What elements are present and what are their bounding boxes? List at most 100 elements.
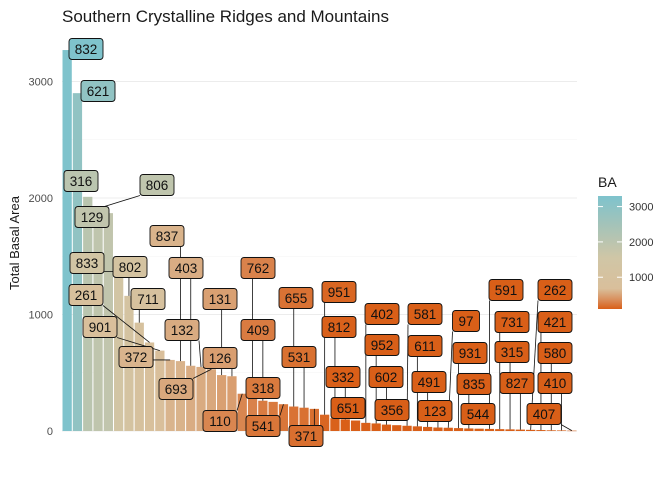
bar-label: 110 bbox=[209, 414, 231, 429]
bar bbox=[237, 393, 247, 431]
bar-label: 602 bbox=[375, 370, 398, 385]
bar-label-box bbox=[240, 319, 276, 341]
bar bbox=[515, 429, 525, 431]
bar-label-box bbox=[374, 399, 410, 421]
bar-label-box bbox=[537, 279, 573, 301]
bar-label-box bbox=[278, 287, 314, 309]
bar-label: 591 bbox=[495, 283, 518, 298]
bar-label: 611 bbox=[414, 339, 436, 354]
bar-label: 901 bbox=[89, 320, 112, 335]
bar bbox=[62, 50, 72, 432]
label-leader-line bbox=[198, 340, 202, 367]
bar-label-box bbox=[494, 341, 530, 363]
bar bbox=[412, 426, 422, 431]
bar bbox=[392, 425, 402, 431]
bar-label-box bbox=[488, 279, 524, 301]
bar bbox=[526, 429, 536, 431]
bar-label-box bbox=[80, 80, 116, 102]
bar-label: 655 bbox=[285, 291, 308, 306]
bar-label-box bbox=[164, 319, 200, 341]
bar bbox=[433, 427, 443, 431]
bar-label: 544 bbox=[467, 407, 490, 422]
bar bbox=[423, 426, 433, 431]
bar-label: 402 bbox=[371, 307, 394, 322]
label-leader-line bbox=[279, 404, 284, 416]
bar bbox=[381, 424, 392, 431]
bar-label: 410 bbox=[544, 376, 567, 391]
bar bbox=[567, 430, 577, 432]
bar bbox=[196, 366, 206, 431]
bar-label: 837 bbox=[156, 229, 179, 244]
bar bbox=[247, 396, 258, 431]
bar-label-box bbox=[494, 311, 530, 333]
bar-label: 581 bbox=[414, 307, 437, 322]
bar bbox=[402, 425, 412, 431]
bar-label: 621 bbox=[87, 84, 110, 99]
bar-label-box bbox=[288, 425, 324, 447]
bar bbox=[350, 420, 361, 431]
bar-label: 693 bbox=[165, 382, 188, 397]
bar-label-box bbox=[407, 303, 443, 325]
legend-colorbar bbox=[598, 196, 622, 309]
bar bbox=[484, 428, 495, 431]
bar-label: 318 bbox=[252, 381, 275, 396]
bar-label-box bbox=[240, 257, 276, 279]
bar-label-box bbox=[74, 206, 110, 228]
bar-label-box bbox=[281, 346, 317, 368]
label-leader-line bbox=[560, 424, 573, 431]
legend-tick-label: 1000 bbox=[629, 272, 653, 284]
bar-label: 806 bbox=[146, 178, 169, 193]
bar-label: 491 bbox=[418, 375, 441, 390]
bar-label: 651 bbox=[337, 401, 360, 416]
bar bbox=[505, 429, 515, 431]
bar-label: 580 bbox=[544, 346, 567, 361]
bar-label-box bbox=[130, 288, 166, 310]
bar-label-box bbox=[537, 311, 573, 333]
bar-label: 332 bbox=[332, 370, 355, 385]
bar bbox=[289, 406, 299, 431]
bar bbox=[227, 376, 237, 431]
bar bbox=[134, 322, 144, 431]
bar-label-box bbox=[202, 347, 238, 369]
bar-label: 421 bbox=[544, 315, 567, 330]
bar-label-box bbox=[149, 225, 185, 247]
bar-label: 832 bbox=[75, 42, 98, 57]
bar-label: 833 bbox=[76, 256, 99, 271]
bar-label-box bbox=[245, 377, 281, 399]
bar-label: 316 bbox=[70, 174, 93, 189]
bar-label: 409 bbox=[247, 323, 270, 338]
bar bbox=[474, 428, 484, 431]
bar-label-box bbox=[168, 257, 204, 279]
bar-label: 262 bbox=[544, 283, 567, 298]
bar-label-box bbox=[139, 174, 175, 196]
y-tick-label: 1000 bbox=[29, 310, 53, 322]
bar-label: 403 bbox=[175, 261, 198, 276]
legend: BA 1000 2000 3000 bbox=[598, 174, 653, 309]
bar-label: 835 bbox=[463, 377, 486, 392]
bar-label-box bbox=[417, 400, 453, 422]
bar bbox=[299, 407, 309, 431]
bar-label-box bbox=[68, 284, 104, 306]
bar-label-box bbox=[69, 252, 105, 274]
bar-label: 731 bbox=[501, 315, 524, 330]
label-leader-line bbox=[236, 393, 243, 411]
bar-label: 952 bbox=[371, 338, 394, 353]
bar-labels: 832 621 316 806 129 833 802 711 261 901 372 837 403 1… bbox=[63, 38, 573, 447]
bar-label-box bbox=[364, 334, 400, 356]
bar bbox=[320, 414, 330, 431]
bar-label-box bbox=[411, 371, 447, 393]
bar-label-box bbox=[452, 310, 480, 332]
bar-label: 372 bbox=[125, 350, 148, 365]
bar-label: 951 bbox=[328, 285, 351, 300]
bar-label-box bbox=[245, 415, 281, 437]
legend-tick-label: 3000 bbox=[629, 202, 653, 214]
bar bbox=[217, 375, 227, 431]
bar bbox=[495, 429, 505, 431]
bar-label: 315 bbox=[501, 345, 524, 360]
bar-label: 132 bbox=[171, 323, 194, 338]
bar-label-box bbox=[368, 366, 404, 388]
legend-title: BA bbox=[598, 174, 617, 190]
label-leader-line bbox=[102, 305, 150, 343]
bar-label: 356 bbox=[381, 403, 404, 418]
y-tick-label: 3000 bbox=[29, 77, 53, 89]
